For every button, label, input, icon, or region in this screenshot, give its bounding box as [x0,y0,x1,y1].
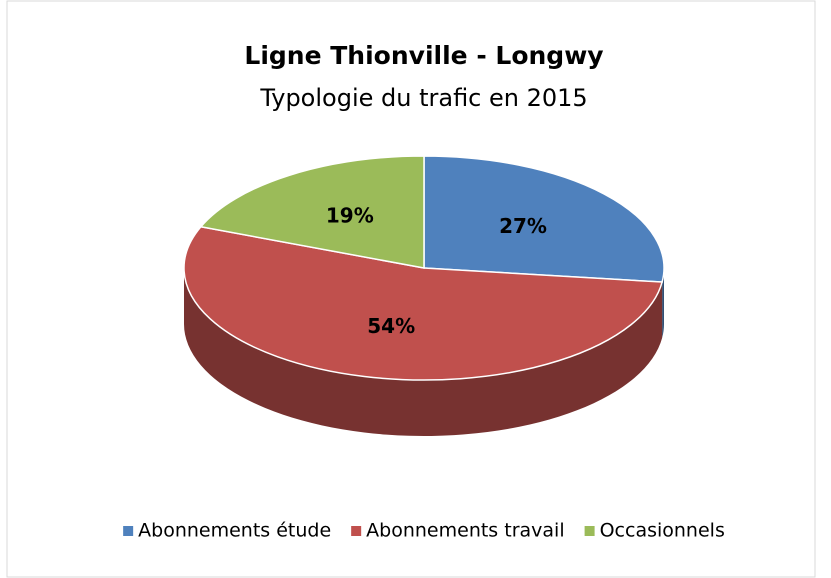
slice [199,155,425,269]
legend-label: Abonnements travail [366,520,564,542]
legend: Abonnements étude Abonnements travail Occa… [123,520,725,542]
legend-swatch [584,526,595,536]
legend-label: Occasionnels [600,520,725,542]
data-label: 54% [367,314,415,338]
data-label: 19% [326,204,374,228]
chart-subtitle: Typologie du trafic en 2015 [259,84,587,112]
legend-swatch [123,526,134,536]
legend-label: Abonnements étude [138,520,331,542]
chart-title: Ligne Thionville - Longwy [244,41,603,70]
slice [423,155,665,283]
slice-side [184,268,663,437]
slice-side [662,268,664,339]
legend-swatch [351,526,362,536]
data-label: 27% [499,214,547,238]
slice [183,225,664,381]
